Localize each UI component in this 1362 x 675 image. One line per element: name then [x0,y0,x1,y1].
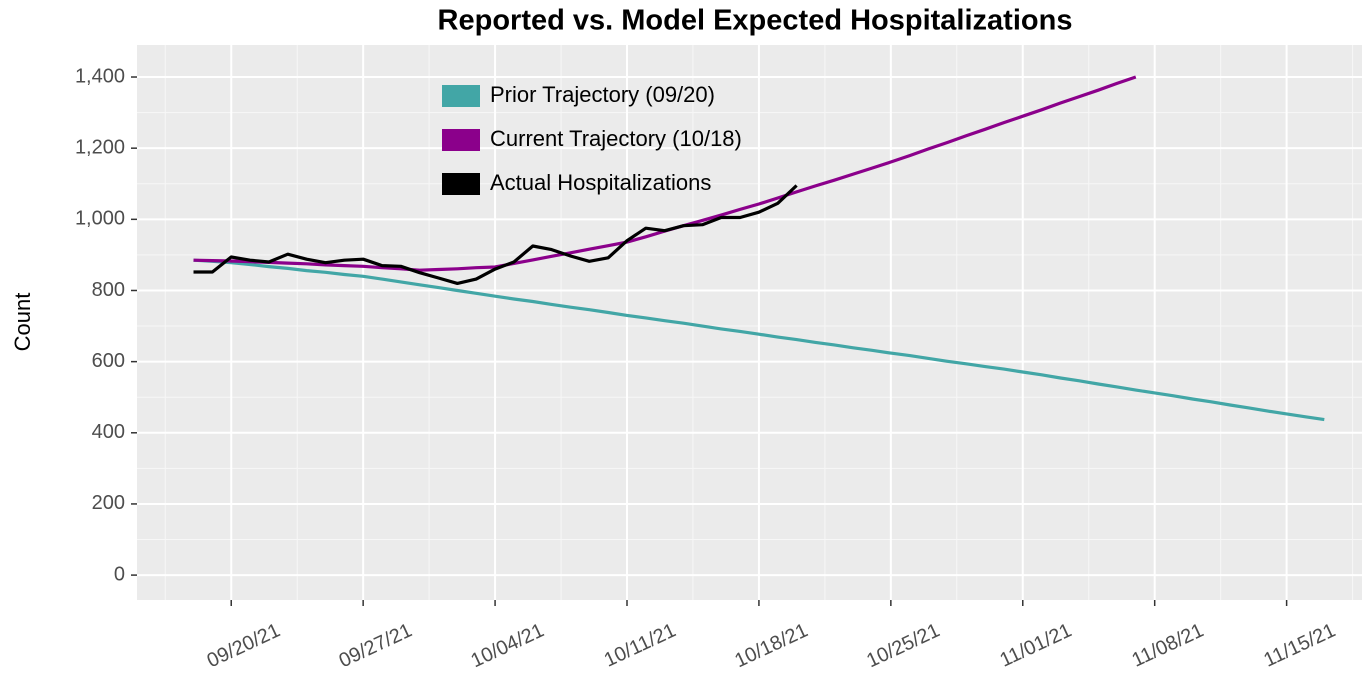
x-tick-label: 10/25/21 [863,619,943,672]
x-tick-label: 09/27/21 [336,619,416,672]
chart-title: Reported vs. Model Expected Hospitalizat… [438,5,1073,37]
x-tick-label: 10/11/21 [601,619,680,671]
series-line [193,184,798,285]
y-axis-label: Count [10,293,35,352]
x-tick-label: 11/08/21 [1129,619,1208,671]
x-tick-label: 09/20/21 [204,619,284,672]
y-tick-label: 200 [92,492,125,514]
x-tick-label: 11/15/21 [1260,619,1339,671]
legend-label: Prior Trajectory (09/20) [490,82,715,107]
y-tick-label: 1,000 [75,208,125,230]
x-tick-label: 11/01/21 [997,619,1076,671]
y-tick-label: 400 [92,421,125,443]
y-tick-label: 1,200 [75,136,125,158]
y-tick-label: 1,400 [75,65,125,87]
x-tick-label: 10/18/21 [731,619,811,672]
legend-key [442,173,480,195]
plot-panel [137,45,1362,600]
y-tick-label: 0 [114,563,125,585]
legend-label: Current Trajectory (10/18) [490,126,742,151]
legend-key [442,85,480,107]
x-tick-label: 10/04/21 [468,619,548,672]
y-tick-label: 800 [92,279,125,301]
y-tick-label: 600 [92,350,125,372]
series-line [193,258,1325,422]
legend-label: Actual Hospitalizations [490,170,711,195]
legend-key [442,129,480,151]
